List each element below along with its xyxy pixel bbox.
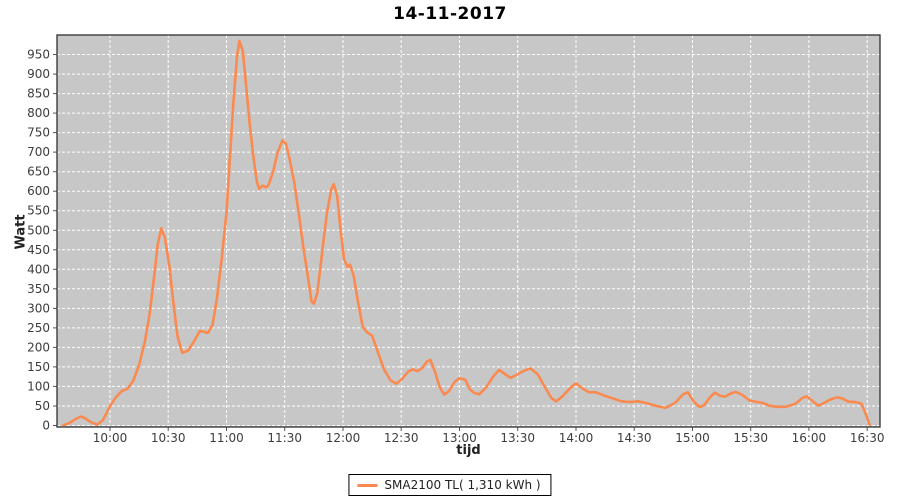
- y-tick-label: 600: [27, 184, 50, 198]
- y-axis-label: Watt: [13, 214, 29, 250]
- x-axis-label: tijd: [456, 443, 481, 458]
- y-tick-label: 650: [27, 165, 50, 179]
- legend-label: SMA2100 TL( 1,310 kWh ): [384, 478, 541, 492]
- x-tick-label: 12:00: [326, 431, 361, 445]
- y-tick-label: 800: [27, 106, 50, 120]
- y-tick-label: 100: [27, 379, 50, 393]
- x-tick-label: 10:30: [151, 431, 186, 445]
- y-tick-label: 900: [27, 67, 50, 81]
- y-tick-label: 50: [35, 399, 50, 413]
- x-tick-label: 13:30: [500, 431, 535, 445]
- x-tick-label: 14:30: [617, 431, 652, 445]
- y-tick-label: 400: [27, 262, 50, 276]
- x-tick-label: 12:30: [384, 431, 419, 445]
- chart-title: 14-11-2017: [393, 4, 507, 24]
- y-tick-label: 850: [27, 87, 50, 101]
- plot-border: [56, 34, 881, 428]
- legend-box: SMA2100 TL( 1,310 kWh ): [348, 474, 552, 496]
- plot-background: [57, 35, 880, 427]
- legend-line-swatch: [357, 483, 378, 487]
- x-tick-label: 11:30: [267, 431, 302, 445]
- y-tick-label: 750: [27, 126, 50, 140]
- y-tick-label: 700: [27, 145, 50, 159]
- y-tick-label: 0: [42, 419, 50, 433]
- x-tick-label: 16:30: [850, 431, 885, 445]
- x-tick-label: 13:00: [442, 431, 477, 445]
- x-tick-label: 15:30: [733, 431, 768, 445]
- series-line: [62, 39, 871, 427]
- y-tick-label: 550: [27, 204, 50, 218]
- y-tick-label: 500: [27, 223, 50, 237]
- y-tick-label: 200: [27, 340, 50, 354]
- x-tick-label: 14:00: [559, 431, 594, 445]
- plot-svg: 0 50 100 150 200 250 300 350 400 450 500 550 600 650 7…: [27, 34, 885, 445]
- x-tick-label: 16:00: [792, 431, 827, 445]
- y-tick-label: 250: [27, 321, 50, 335]
- x-tick-label: 10:00: [93, 431, 128, 445]
- x-tick-label: 15:00: [675, 431, 710, 445]
- y-tick-label: 150: [27, 360, 50, 374]
- y-tick-label: 300: [27, 301, 50, 315]
- y-tick-label: 350: [27, 282, 50, 296]
- y-tick-label: 950: [27, 48, 50, 62]
- y-tick-label: 450: [27, 243, 50, 257]
- x-tick-label: 11:00: [209, 431, 244, 445]
